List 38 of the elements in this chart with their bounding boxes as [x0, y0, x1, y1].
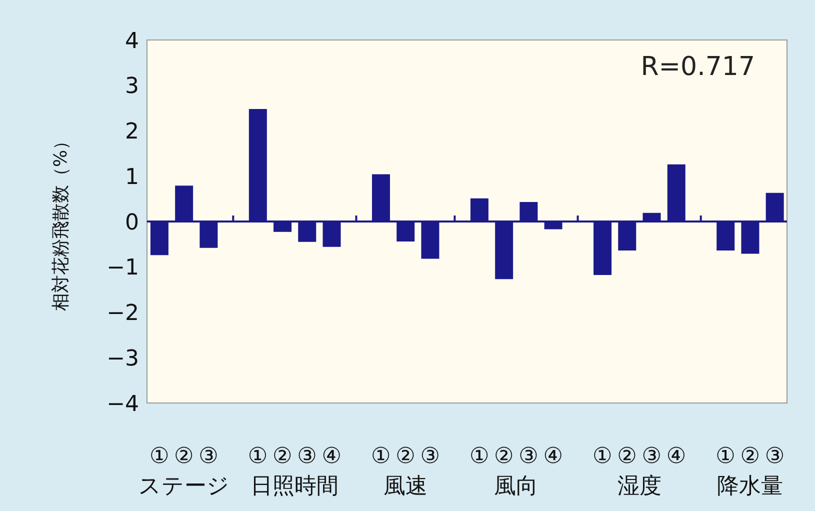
text: ステージ	[138, 474, 230, 499]
text: 風速	[383, 474, 428, 499]
y-tick-label: 3	[125, 74, 139, 100]
x-tick-label: ④	[322, 444, 342, 469]
x-tick-label: ①	[149, 444, 170, 469]
x-tick-label: ③	[198, 444, 218, 469]
y-tick-label: 4	[125, 28, 139, 54]
x-tick-label: ④	[543, 444, 564, 469]
x-tick-label: ①	[716, 444, 736, 469]
annotation: R=0.717	[640, 52, 755, 82]
text: 降水量	[717, 474, 784, 499]
x-tick-label: ①	[248, 444, 268, 469]
x-tick-label: ③	[764, 444, 785, 469]
x-tick-label: ④	[666, 444, 686, 469]
y-tick-label: 2	[125, 120, 139, 145]
x-tick-label: ①	[469, 444, 490, 469]
y-tick-label: 0	[125, 210, 139, 236]
x-tick-label: ②	[174, 444, 194, 469]
x-tick-label: ③	[420, 444, 440, 469]
y-tick-label: −3	[106, 346, 139, 372]
text: 風向	[494, 474, 538, 499]
text: 湿度	[617, 474, 662, 499]
text: 日照時間	[250, 474, 339, 499]
x-tick-label: ①	[592, 444, 612, 469]
y-tick-label: −1	[106, 256, 139, 281]
x-tick-label: ②	[740, 444, 760, 469]
x-tick-label: ②	[396, 444, 416, 469]
x-tick-label: ③	[297, 444, 317, 469]
x-tick-label: ②	[617, 444, 637, 469]
x-tick-label: ③	[518, 444, 538, 469]
x-tick-label: ②	[494, 444, 514, 469]
x-tick-label: ②	[272, 444, 292, 469]
x-tick-label: ①	[370, 444, 391, 469]
y-axis-title: 相対花粉飛散数（%）	[50, 132, 72, 312]
y-tick-label: −4	[106, 392, 139, 417]
y-tick-label: −2	[106, 301, 139, 326]
x-tick-label: ③	[642, 444, 662, 469]
y-tick-label: 1	[125, 164, 139, 190]
